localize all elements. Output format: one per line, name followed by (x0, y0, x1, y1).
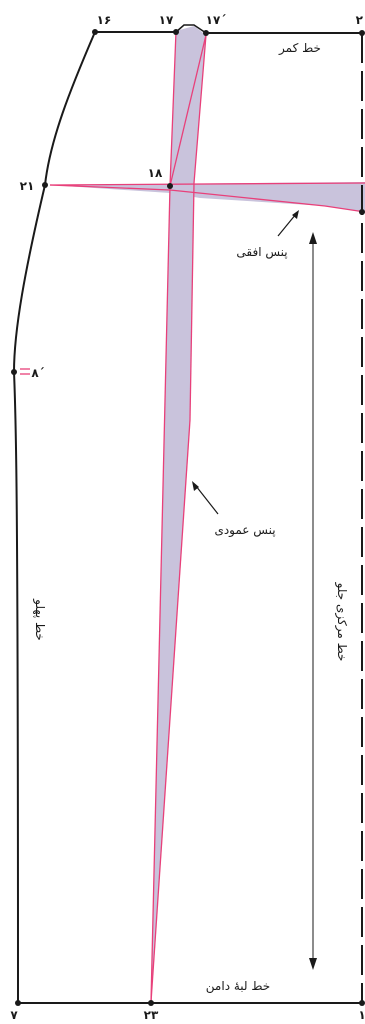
point-1-dot (359, 1000, 365, 1006)
label-point-8-prime: ۸´ (31, 366, 44, 380)
dart-top (175, 24, 207, 34)
pointer-arrows (192, 210, 299, 515)
point-17-prime-dot (203, 30, 209, 36)
vertical-dart-label: پنس عمودی (214, 523, 275, 538)
point-horizontal-dart-end-dot (359, 209, 365, 215)
hem-line-label: خط لبه‌ٔ دامن (206, 979, 270, 994)
side-line-label: خط پهلو (32, 598, 47, 641)
waist-line-label: خط کمر (278, 41, 321, 56)
point-16-dot (92, 29, 98, 35)
dart-edges (49, 30, 365, 1003)
label-point-18: ۱۸ (148, 166, 163, 180)
label-point-17: ۱۷ (159, 13, 174, 27)
point-21-dot (42, 182, 48, 188)
horizontal-dart (50, 182, 365, 212)
pattern-outline (12, 24, 362, 1004)
label-point-2: ۲ (356, 13, 364, 27)
label-point-16: ۱۶ (97, 13, 112, 27)
mark-8-prime (20, 368, 30, 375)
point-7-dot (15, 1000, 21, 1006)
side-line (12, 31, 96, 1004)
label-point-21: ۲۱ (20, 179, 35, 193)
length-dimension-arrow (309, 232, 317, 970)
point-17-dot (173, 29, 179, 35)
point-2-dot (359, 30, 365, 36)
center-front-line-label: خط مرکزی جلو (334, 582, 349, 662)
label-point-7: ۷ (10, 1008, 18, 1022)
point-23-dot (148, 1000, 154, 1006)
label-point-23: ۲۳ (144, 1008, 159, 1022)
horizontal-dart-label: پنس افقی (236, 245, 287, 260)
point-18-dot (167, 183, 173, 189)
label-point-17-prime: ۱۷´ (206, 13, 227, 27)
label-point-1: ۱ (358, 1008, 365, 1022)
point-8-prime-dot (11, 369, 17, 375)
point-markers (11, 29, 365, 1006)
